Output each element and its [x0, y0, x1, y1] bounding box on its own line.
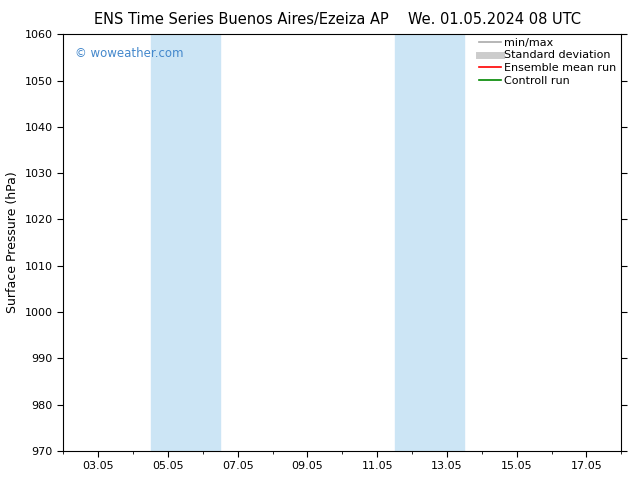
- Text: We. 01.05.2024 08 UTC: We. 01.05.2024 08 UTC: [408, 12, 581, 27]
- Text: ENS Time Series Buenos Aires/Ezeiza AP: ENS Time Series Buenos Aires/Ezeiza AP: [94, 12, 388, 27]
- Bar: [394, 34, 464, 451]
- Y-axis label: Surface Pressure (hPa): Surface Pressure (hPa): [6, 172, 19, 314]
- Text: © woweather.com: © woweather.com: [75, 47, 183, 60]
- Legend: min/max, Standard deviation, Ensemble mean run, Controll run: min/max, Standard deviation, Ensemble me…: [479, 38, 618, 86]
- Bar: [150, 34, 221, 451]
